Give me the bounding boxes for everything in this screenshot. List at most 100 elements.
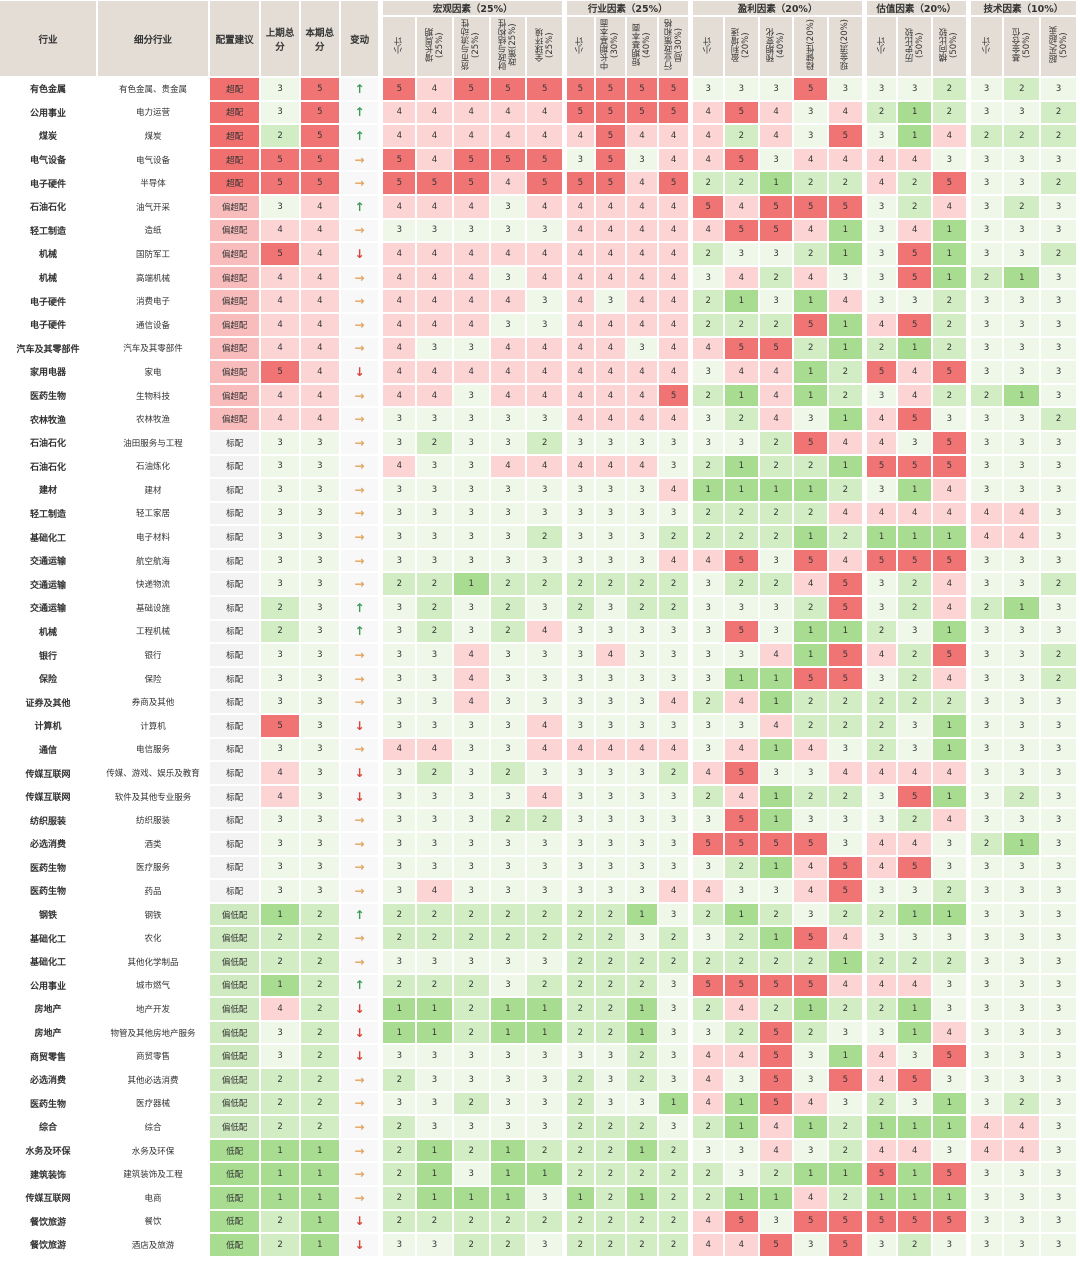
factor-score: 1 [490,1163,526,1185]
factor-score: 3 [490,195,526,218]
factor-score: 4 [829,549,862,572]
factor-score: 2 [564,950,594,973]
factor-score: 5 [527,148,563,171]
factor-score: 4 [490,455,526,478]
total-score: 3 [261,479,299,501]
factor-score: 4 [564,384,594,407]
factor-score: 3 [725,715,758,737]
factor-score: 4 [898,361,932,383]
factor-score: 3 [658,431,689,454]
change-arrow: ↑ [340,101,379,124]
total-score: 3 [261,455,299,478]
sub-industry: 传媒、游戏、娱乐及教育 [106,769,200,780]
factor-score: 4 [627,243,657,265]
factor-score: 5 [794,1210,828,1233]
recommendation: 标配 [210,691,260,714]
recommendation: 标配 [210,715,260,737]
factor-score: 3 [1041,78,1076,100]
factor-score: 4 [759,644,793,666]
sub-industry: 通信设备 [136,320,171,331]
factor-score: 3 [863,927,897,949]
factor-score: 2 [863,337,897,360]
factor-score: 4 [527,195,563,218]
change-arrow: → [340,219,379,242]
factor-score: 3 [595,691,626,714]
factor-score: 3 [898,738,932,761]
sub-industry: 钢铁 [144,910,162,921]
factor-score: 3 [595,597,626,619]
factor-score: 2 [898,809,932,831]
recommendation: 标配 [210,785,260,808]
factor-score: 1 [527,1163,563,1185]
total-score: 3 [300,644,339,666]
factor-score: 5 [933,172,966,194]
factor-score: 2 [595,1139,626,1162]
factor-score: 3 [658,856,689,879]
factor-score: 3 [829,78,862,100]
factor-score: 4 [658,337,689,360]
factor-score: 4 [527,620,563,643]
factor-score: 3 [527,762,563,784]
factor-score: 4 [453,266,489,289]
factor-score: 4 [933,195,966,218]
factor-score: 2 [417,903,452,926]
factor-score: 4 [725,691,758,714]
factor-score: 3 [1004,950,1040,973]
sub-industry: 券商及其他 [131,698,175,709]
factor-score: 3 [595,762,626,784]
factor-score: 4 [759,101,793,124]
factor-score: 4 [417,101,452,124]
factor-score: 1 [933,1116,966,1138]
factor-score: 5 [490,78,526,100]
factor-score: 3 [453,526,489,548]
sub-header-text: 预期变化(40%) [766,28,787,62]
factor-score: 4 [658,148,689,171]
industry: 餐饮旅游 [29,1217,66,1228]
industry: 石油石化 [29,439,66,450]
factor-score: 2 [453,1021,489,1044]
factor-score: 2 [690,1186,724,1209]
factor-score: 2 [564,1116,594,1138]
factor-score: 3 [794,762,828,784]
factor-score: 2 [1041,172,1076,194]
factor-score: 3 [967,644,1003,666]
total-score: 3 [261,78,299,100]
factor-score: 3 [564,833,594,855]
factor-score: 1 [863,1116,897,1138]
factor-score: 2 [1041,667,1076,690]
table-row: 餐饮旅游 餐饮 低配 2 1 ↓ 2 2 2 2 2 2 2 2 2 4 5 3 5 5 5 5 5 3 3 3 [0,1210,1076,1233]
total-score: 5 [261,715,299,737]
industry: 钢铁 [38,911,57,922]
factor-score: 5 [933,1163,966,1185]
sub-header-text: 稳健性(20%) [805,19,816,71]
factor-score: 3 [527,479,563,501]
sub-header-text: 基金仓位(50%) [1011,28,1032,62]
factor-score: 3 [658,833,689,855]
factor-score: 2 [759,266,793,289]
total-score: 3 [300,880,339,902]
total-score: 3 [300,667,339,690]
group-header: 盈利因素（20%） [690,1,862,15]
factor-score: 3 [967,573,1003,596]
factor-score: 2 [794,597,828,619]
sub-industry: 软件及其他专业服务 [114,792,192,803]
factor-score: 5 [658,384,689,407]
factor-score: 4 [690,337,724,360]
factor-score: 1 [725,290,758,312]
change-arrow: → [340,1186,379,1209]
factor-score: 3 [1004,408,1040,430]
sub-industry: 纺织服装 [136,816,171,827]
industry: 传媒互联网 [25,769,71,780]
factor-score: 3 [967,880,1003,902]
total-score: 5 [261,243,299,265]
factor-score: 4 [417,148,452,171]
sub-header: 小计 [863,17,897,76]
sub-industry: 水务及环保 [131,1146,175,1157]
factor-score: 3 [527,502,563,525]
table-row: 钢铁 钢铁 偏低配 1 2 ↑ 2 2 2 2 2 2 2 1 3 2 1 2 3 2 2 1 1 3 3 3 [0,903,1076,926]
factor-score: 2 [690,785,724,808]
factor-score: 3 [725,1163,758,1185]
factor-score: 2 [933,313,966,336]
factor-score: 5 [933,549,966,572]
recommendation: 偏超配 [210,384,260,407]
